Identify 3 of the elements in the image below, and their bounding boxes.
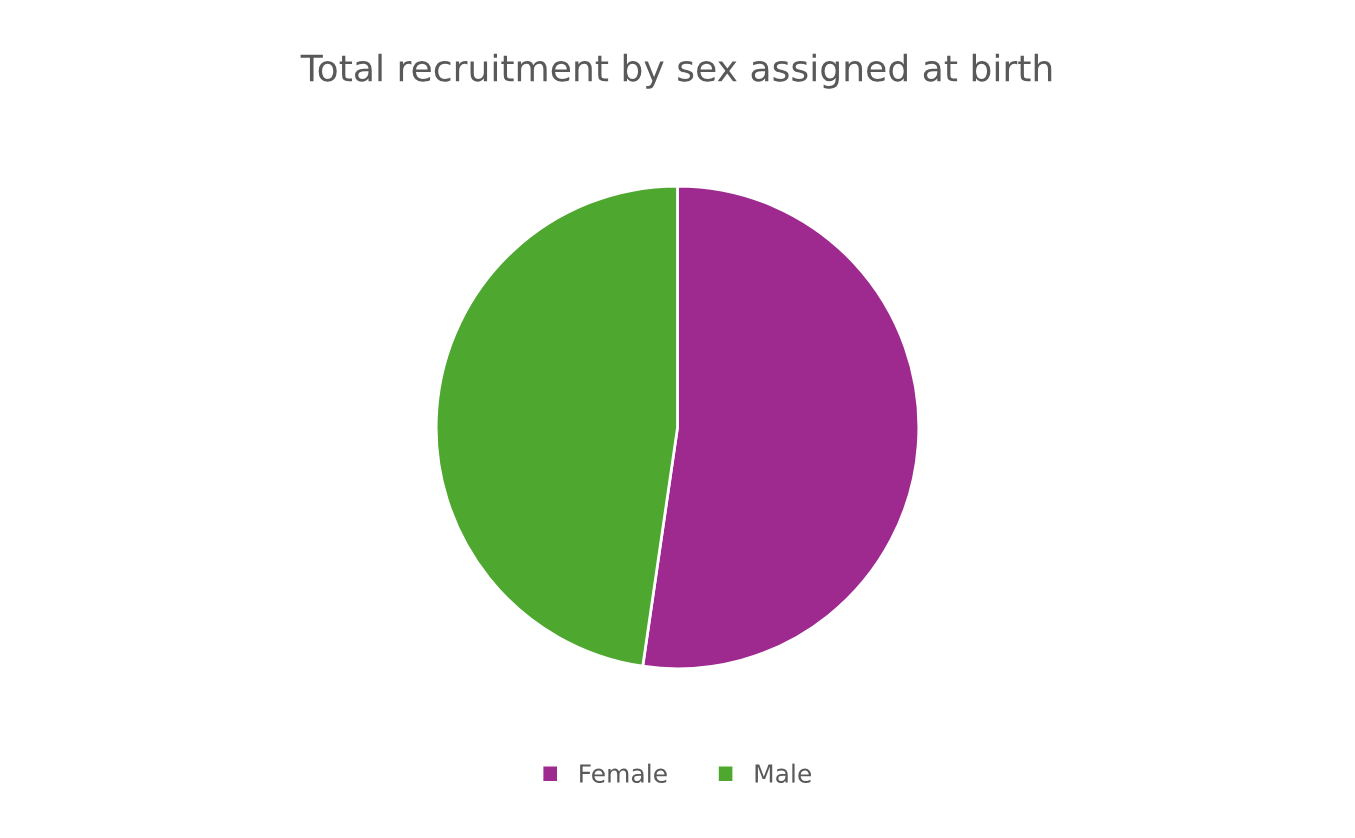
legend-label: Female xyxy=(580,763,667,783)
legend-label: Male xyxy=(755,763,811,783)
chart-title: Total recruitment by sex assigned at birth xyxy=(300,53,1052,89)
